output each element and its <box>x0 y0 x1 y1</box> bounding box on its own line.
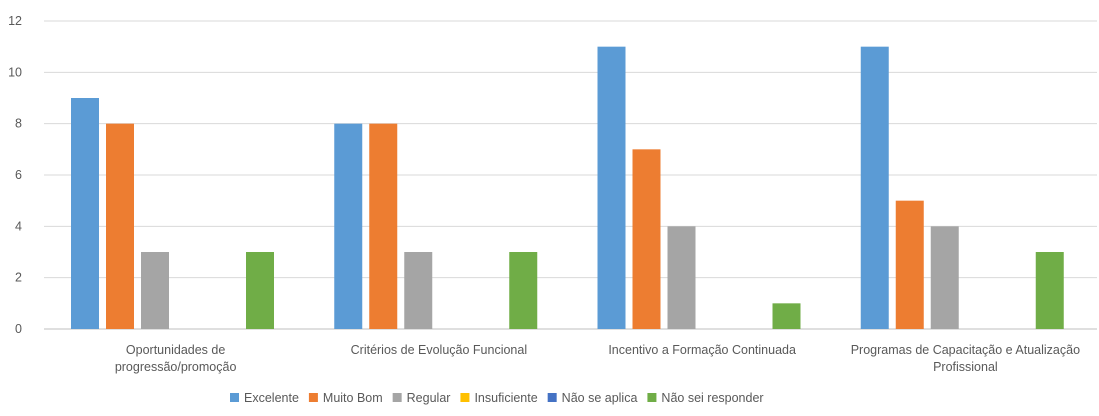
bar <box>246 252 274 329</box>
bar <box>930 226 959 329</box>
legend-item: Insuficiente <box>460 391 538 405</box>
bar <box>772 303 801 329</box>
x-tick-label: Profissional <box>933 360 998 374</box>
legend-label: Não se aplica <box>562 391 638 405</box>
x-tick-label: Incentivo a Formação Continuada <box>608 343 796 357</box>
legend-item: Não se aplica <box>547 391 638 405</box>
legend-label: Muito Bom <box>323 391 383 405</box>
x-tick-label: progressão/promoção <box>115 360 237 374</box>
legend-swatch <box>647 393 657 402</box>
legend-item: Regular <box>392 391 451 405</box>
y-tick-label: 4 <box>15 219 22 233</box>
y-tick-label: 8 <box>15 117 22 131</box>
legend-swatch <box>230 393 239 402</box>
bars <box>71 46 1064 330</box>
legend-swatch <box>392 393 402 402</box>
legend-item: Excelente <box>230 391 299 405</box>
bar <box>895 200 924 329</box>
legend-item: Muito Bom <box>308 391 383 405</box>
bar <box>141 252 169 329</box>
bar <box>509 252 538 329</box>
legend-swatch <box>547 393 557 402</box>
y-axis-tick-labels: 0 2 4 6 8 10 12 <box>8 14 22 336</box>
bar <box>632 149 661 329</box>
y-tick-label: 12 <box>8 14 22 28</box>
legend-swatch <box>308 393 318 402</box>
x-tick-label: Critérios de Evolução Funcional <box>351 343 527 357</box>
y-tick-label: 10 <box>8 65 22 79</box>
bar <box>106 123 134 330</box>
legend-swatch <box>460 393 470 402</box>
legend-label: Regular <box>407 391 451 405</box>
y-tick-label: 0 <box>15 322 22 336</box>
bar <box>71 98 99 329</box>
x-tick-label: Programas de Capacitação e Atualização <box>851 343 1080 357</box>
legend: Excelente Muito Bom Regular Insuficiente Não… <box>230 391 764 405</box>
legend-label: Não sei responder <box>661 391 763 405</box>
x-axis-category-labels: Oportunidades de progressão/promoção Crité… <box>115 343 1080 374</box>
legend-label: Excelente <box>244 391 299 405</box>
bar <box>860 46 889 330</box>
legend-label: Insuficiente <box>474 391 537 405</box>
bar <box>597 46 626 330</box>
bar <box>369 123 398 330</box>
x-tick-label: Oportunidades de <box>126 343 225 357</box>
bar <box>334 123 363 330</box>
bar <box>1035 252 1064 329</box>
legend-item: Não sei responder <box>647 391 764 405</box>
bar <box>404 252 433 329</box>
gridlines <box>44 20 1097 330</box>
y-tick-label: 2 <box>15 271 22 285</box>
y-tick-label: 6 <box>15 168 22 182</box>
bar <box>667 226 696 329</box>
